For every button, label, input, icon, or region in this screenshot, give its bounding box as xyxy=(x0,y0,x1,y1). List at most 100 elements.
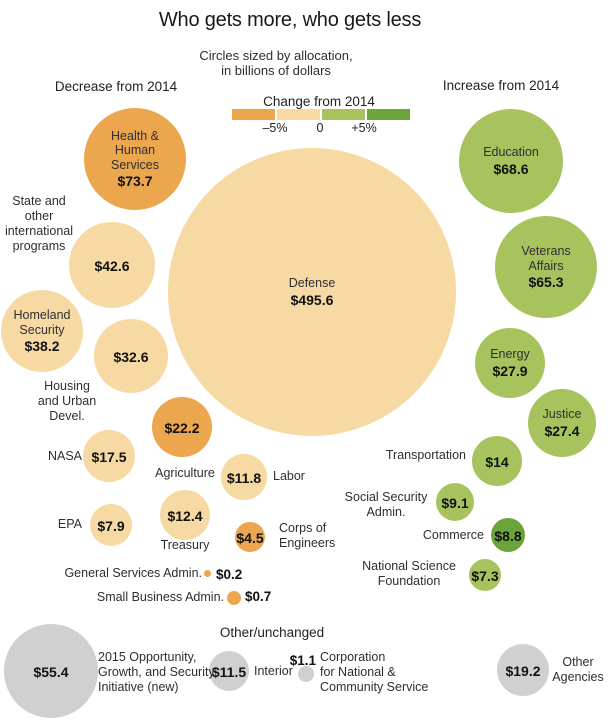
label-line: international xyxy=(4,224,74,238)
bubble-value-label: $9.1 xyxy=(441,494,469,511)
legend-tick-label: +5% xyxy=(351,121,377,135)
label-line: Interior xyxy=(254,664,293,678)
epa-label: EPA xyxy=(58,517,82,532)
label-line: Devel. xyxy=(49,409,85,423)
legend-swatch-3 xyxy=(367,109,410,120)
treasury-label: Treasury xyxy=(75,538,295,553)
transportation-label: Transportation xyxy=(386,448,466,463)
bubble-value-label: $7.9 xyxy=(97,517,125,534)
bubble-value-label: $38.2 xyxy=(24,338,60,354)
bubble-value-label: $7.3 xyxy=(471,567,499,584)
corporation-national-community-service-label: Corporation for National & Community Servi… xyxy=(320,650,428,695)
bubble-value-label: $11.8 xyxy=(226,469,262,486)
bubble-text: $32.6 xyxy=(113,348,148,365)
bubble-text: $17.5 xyxy=(91,448,126,465)
label-line: Transportation xyxy=(385,448,466,462)
bubble-name-label: Affairs xyxy=(528,258,564,273)
label-line: $0.2 xyxy=(216,567,243,582)
bubble-value-label: $14 xyxy=(485,453,509,470)
bubble-defense: Defense $495.6 xyxy=(168,148,456,436)
bubble-text: $42.6 xyxy=(94,257,129,274)
bubble-interior: $11.5 xyxy=(209,651,249,691)
bubble-value-label: $22.2 xyxy=(164,419,200,436)
bubble-text: $14 xyxy=(485,453,508,470)
label-line: Community Service xyxy=(320,680,429,694)
bubble-epa: $7.9 xyxy=(90,504,132,546)
legend-tick-label: 0 xyxy=(316,121,324,135)
label-line: EPA xyxy=(57,517,82,531)
corps-of-engineers-label: Corps of Engineers xyxy=(279,521,335,551)
bubble-name-label: Education xyxy=(483,145,539,160)
label-line: Engineers xyxy=(279,536,336,550)
bubble-value-label: $27.4 xyxy=(544,422,580,439)
bubble-labor: $11.8 xyxy=(221,454,267,500)
bubble-name-label: Justice xyxy=(542,407,582,422)
bubble-text: $9.1 xyxy=(441,494,468,511)
commerce-label: Commerce xyxy=(423,528,484,543)
bubble-general-services-admin xyxy=(203,569,211,577)
decrease-section-header: Decrease from 2014 xyxy=(54,79,178,94)
label-line: programs xyxy=(12,239,66,253)
bubble-homeland-security: Homeland Security $38.2 xyxy=(1,290,83,372)
bubble-value-label: $17.5 xyxy=(91,448,127,465)
bubble-text: $55.4 xyxy=(33,663,68,680)
interior-label: Interior xyxy=(254,664,293,679)
bubble-text: $11.5 xyxy=(212,663,246,680)
label-line: National Science xyxy=(362,559,456,573)
label-line: Small Business Admin. xyxy=(96,590,224,604)
bubble-value-label: $55.4 xyxy=(33,663,69,680)
label-line: $1.1 xyxy=(289,653,316,668)
label-line: Initiative (new) xyxy=(98,680,179,694)
legend-swatch-2 xyxy=(322,109,365,120)
bubble-value-label: $42.6 xyxy=(94,257,130,274)
label-line: other xyxy=(24,209,54,223)
corporation-national-community-service-value: $1.1 xyxy=(290,653,316,668)
labor-label: Labor xyxy=(273,469,305,484)
bubble-name-label: Health & xyxy=(111,128,159,143)
bubble-text: Homeland Security $38.2 xyxy=(14,308,71,354)
small-business-admin-value: $0.7 xyxy=(245,589,271,604)
bubble-health-human-services: Health & Human Services $73.7 xyxy=(84,108,186,210)
bubble-text: $11.8 xyxy=(227,469,261,486)
bubble-veterans-affairs: Veterans Affairs $65.3 xyxy=(495,216,597,318)
bubble-text: Education $68.6 xyxy=(483,145,539,177)
label-line: NASA xyxy=(47,449,82,463)
chart-subtitle-line: Circles sized by allocation, xyxy=(199,48,353,63)
bubble-value-label: $8.8 xyxy=(494,527,522,544)
bubble-name-label: Security xyxy=(19,322,65,337)
bubble-national-science-foundation: $7.3 xyxy=(469,559,501,591)
bubble-value-label: $68.6 xyxy=(493,160,529,177)
bubble-transportation: $14 xyxy=(472,436,522,486)
bubble-justice: Justice $27.4 xyxy=(528,389,596,457)
label-line: State and xyxy=(12,194,66,208)
bubble-small-business-admin xyxy=(227,591,241,605)
bubble-other-agencies: $19.2 xyxy=(497,644,549,696)
agriculture-label: Agriculture xyxy=(75,466,295,481)
state-international-label: State and other international programs xyxy=(0,194,149,254)
bubble-text: $8.8 xyxy=(494,527,521,544)
label-line: Agencies xyxy=(552,670,604,684)
label-line: Housing xyxy=(44,379,90,393)
bubble-text: $7.3 xyxy=(471,567,498,584)
bubble-opportunity-initiative: $55.4 xyxy=(4,624,98,718)
bubble-agriculture: $22.2 xyxy=(152,397,212,457)
legend-swatch-1 xyxy=(277,109,320,120)
social-security-admin-label: Social Security Admin. xyxy=(276,490,496,520)
bubble-text: $12.4 xyxy=(167,507,202,524)
label-line: for National & xyxy=(320,665,396,679)
bubble-text: $19.2 xyxy=(505,662,540,679)
opportunity-initiative-label: 2015 Opportunity, Growth, and Security Ini… xyxy=(98,650,215,695)
bubble-text: Health & Human Services $73.7 xyxy=(111,129,159,190)
bubble-energy: Energy $27.9 xyxy=(475,328,545,398)
label-line: General Services Admin. xyxy=(64,566,202,580)
bubble-text: $7.9 xyxy=(97,517,124,534)
legend-swatch-0 xyxy=(232,109,275,120)
label-line: Social Security xyxy=(344,490,428,504)
bubble-name-label: Homeland xyxy=(13,308,71,322)
label-line: Treasury xyxy=(160,538,210,552)
label-line: Commerce xyxy=(422,528,484,542)
bubble-value-label: $11.5 xyxy=(211,663,247,680)
bubble-state-international: $42.6 xyxy=(69,222,155,308)
increase-section-header: Increase from 2014 xyxy=(442,78,560,93)
chart-title: Who gets more, who gets less xyxy=(158,9,422,31)
